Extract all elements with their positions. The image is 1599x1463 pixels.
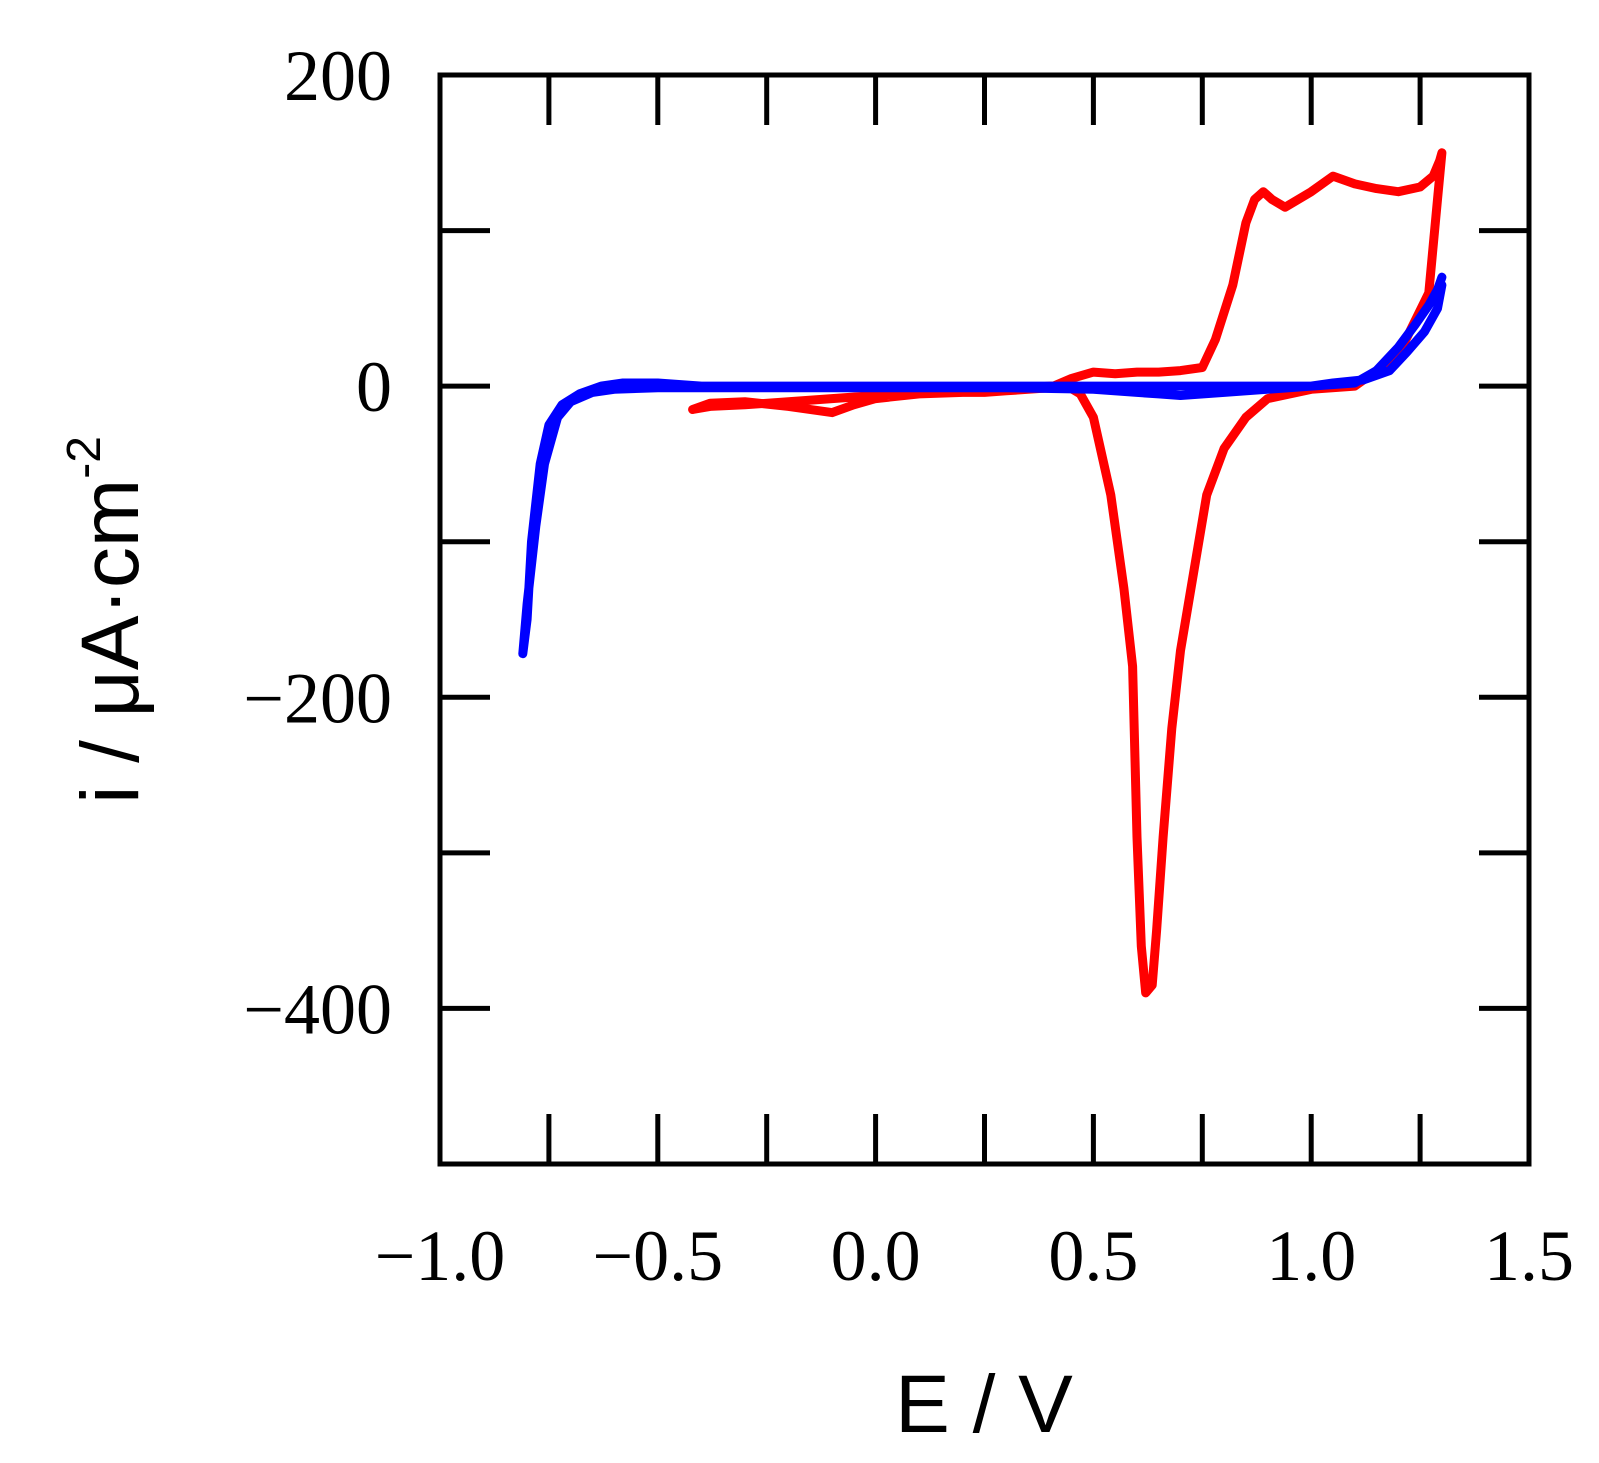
y-tick-label: −200 [243, 658, 392, 738]
axis-ticks [440, 75, 1529, 1164]
plot-frame [437, 72, 1532, 1167]
series-layer [518, 148, 1447, 998]
x-tick-label: 0.5 [1048, 1216, 1138, 1296]
x-tick-label: 0.0 [831, 1216, 921, 1296]
x-tick-label: 1.5 [1484, 1216, 1574, 1296]
x-tick-label: −1.0 [375, 1216, 506, 1296]
y-axis-title-superscript: -2 [58, 436, 111, 479]
series-line-red [688, 148, 1447, 998]
x-axis-title: E / V [895, 1359, 1073, 1450]
y-axis-title-main: i / μA·cm [65, 479, 156, 804]
svg-text:i / μA·cm-2: i / μA·cm-2 [58, 436, 156, 804]
y-tick-label: −400 [243, 969, 392, 1049]
y-axis-title: i / μA·cm-2 [58, 436, 156, 804]
x-tick-label: 1.0 [1266, 1216, 1356, 1296]
series-line-blue [518, 272, 1447, 659]
y-tick-label: 200 [284, 36, 392, 116]
x-tick-label: −0.5 [592, 1216, 723, 1296]
tick-labels: −1.0 −0.5 0.0 0.5 1.0 1.5 200 0 −200 −400 [243, 36, 1574, 1296]
y-tick-label: 0 [356, 347, 392, 427]
